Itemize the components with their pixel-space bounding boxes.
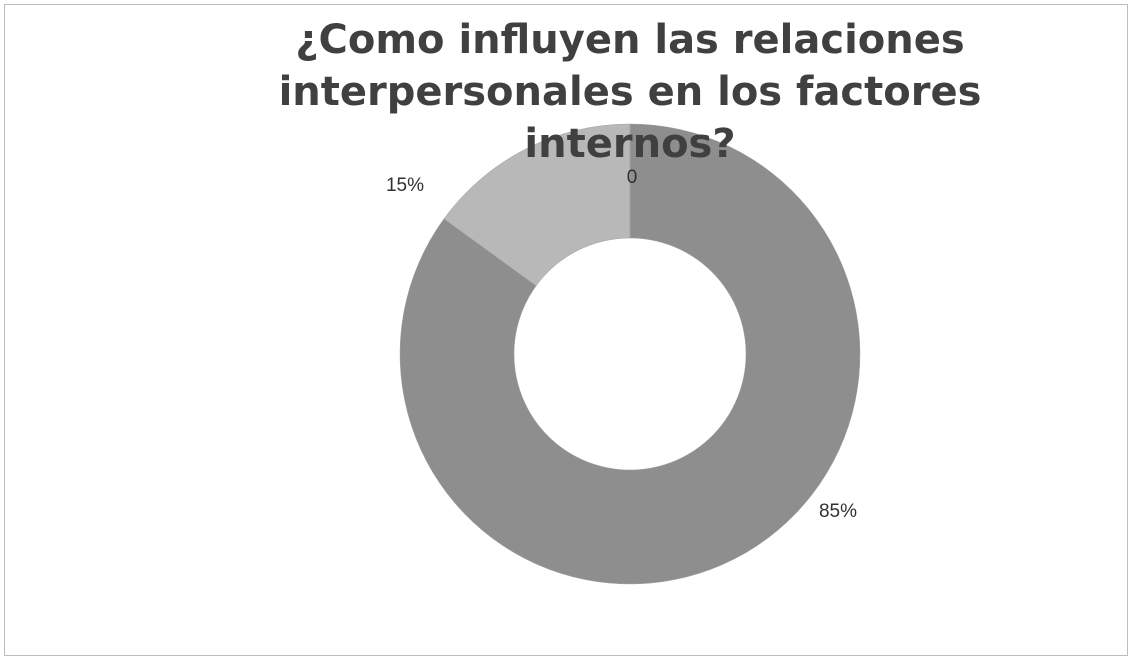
data-label: 0 xyxy=(627,167,638,188)
data-label: 15% xyxy=(386,175,424,196)
chart-title: ¿Como influyen las relaciones interperso… xyxy=(278,17,982,167)
data-label: 85% xyxy=(819,501,857,522)
donut-segment xyxy=(399,123,861,585)
chart-frame xyxy=(4,4,1128,656)
donut-segment xyxy=(443,123,631,287)
